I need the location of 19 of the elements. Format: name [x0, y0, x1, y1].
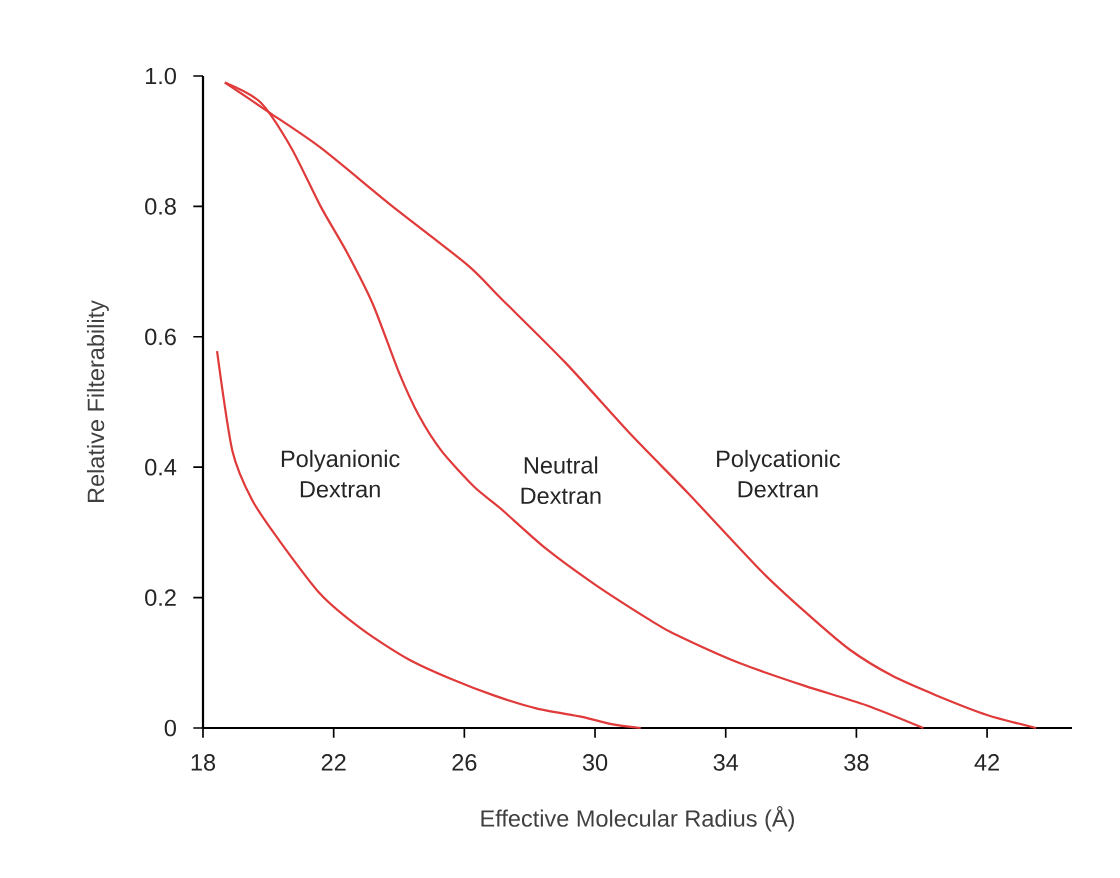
line-series — [215, 350, 642, 730]
y-tick-label: 0.2 — [145, 589, 176, 606]
y-tick-label: 1.0 — [145, 67, 176, 85]
series-label: Polyanionic Dextran — [281, 449, 400, 498]
series-label: Neutral Dextran — [521, 456, 601, 505]
y-tick-label: 0.6 — [145, 328, 176, 346]
x-tick-label: 34 — [713, 754, 739, 771]
x-tick-label: 38 — [844, 754, 869, 771]
y-tick-label: 0.8 — [145, 198, 176, 215]
series-label: Polycationic Dextran — [717, 449, 840, 498]
x-tick-label: 26 — [452, 754, 477, 771]
y-axis-title: Relative Filterability — [86, 300, 109, 503]
x-tick-label: 42 — [974, 754, 999, 771]
x-axis-title: Effective Molecular Radius (Å) — [481, 806, 794, 832]
x-tick-label: 18 — [191, 754, 216, 771]
y-tick-label: 0 — [164, 719, 176, 737]
x-tick-label: 30 — [582, 754, 608, 771]
x-tick-label: 22 — [321, 754, 346, 771]
y-tick-label: 0.4 — [145, 458, 177, 476]
